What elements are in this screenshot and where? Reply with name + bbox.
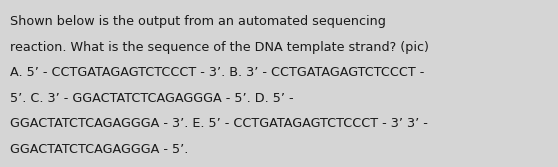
Text: GGACTATCTCAGAGGGA - 5’.: GGACTATCTCAGAGGGA - 5’. bbox=[10, 143, 189, 156]
Text: Shown below is the output from an automated sequencing: Shown below is the output from an automa… bbox=[10, 15, 386, 28]
Text: reaction. What is the sequence of the DNA template strand? (pic): reaction. What is the sequence of the DN… bbox=[10, 41, 429, 54]
Text: 5’. C. 3’ - GGACTATCTCAGAGGGA - 5’. D. 5’ -: 5’. C. 3’ - GGACTATCTCAGAGGGA - 5’. D. 5… bbox=[10, 92, 294, 105]
Text: A. 5’ - CCTGATAGAGTCTCCCT - 3’. B. 3’ - CCTGATAGAGTCTCCCT -: A. 5’ - CCTGATAGAGTCTCCCT - 3’. B. 3’ - … bbox=[10, 66, 425, 79]
Text: GGACTATCTCAGAGGGA - 3’. E. 5’ - CCTGATAGAGTCTCCCT - 3’ 3’ -: GGACTATCTCAGAGGGA - 3’. E. 5’ - CCTGATAG… bbox=[10, 117, 428, 130]
